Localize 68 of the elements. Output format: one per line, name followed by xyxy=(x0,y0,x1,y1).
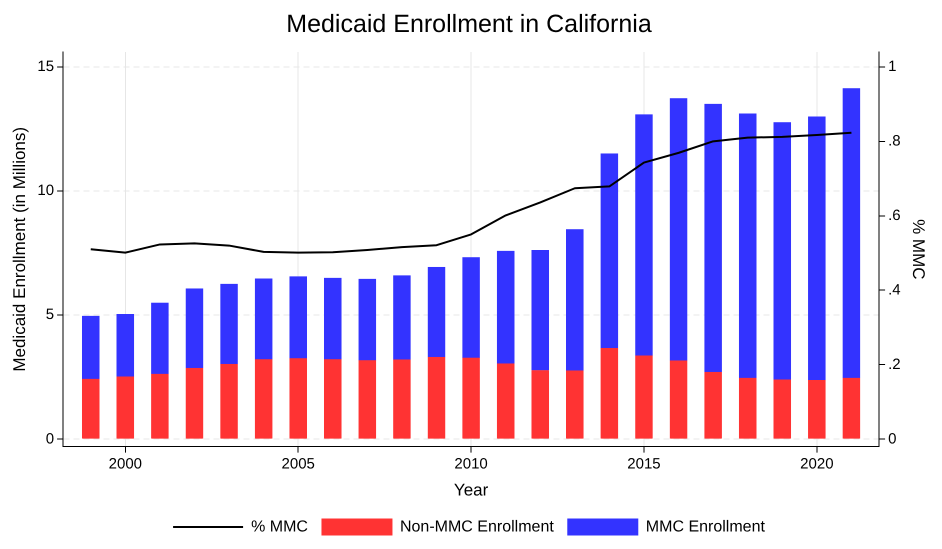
y2-tick-label: .8 xyxy=(888,132,901,150)
chart-title: Medicaid Enrollment in California xyxy=(286,10,652,38)
bar xyxy=(842,88,860,378)
bar xyxy=(116,314,134,377)
bar xyxy=(289,276,308,358)
bar xyxy=(738,378,757,439)
y-tick-label: 5 xyxy=(46,306,54,324)
y-tick-label: 10 xyxy=(37,182,54,200)
bar xyxy=(773,122,792,380)
bar xyxy=(670,98,688,361)
legend-label: % MMC xyxy=(251,518,308,536)
bar xyxy=(496,250,514,364)
bar xyxy=(531,370,550,439)
bar xyxy=(358,360,376,439)
x-tick-label: 2000 xyxy=(108,456,142,473)
y2-tick-label: .4 xyxy=(888,281,901,298)
bar xyxy=(738,113,757,378)
bar xyxy=(704,372,722,439)
y2-tick-label: 1 xyxy=(888,58,896,76)
bar xyxy=(151,374,169,439)
bar xyxy=(428,266,446,358)
bar xyxy=(393,359,411,439)
bar xyxy=(82,316,100,380)
y2-tick-label: .2 xyxy=(888,356,901,373)
bar xyxy=(566,229,584,371)
y-tick-label: 0 xyxy=(46,430,54,448)
x-tick-label: 2015 xyxy=(627,456,661,473)
bar xyxy=(600,348,618,439)
bar xyxy=(462,358,480,439)
bar xyxy=(428,356,446,439)
legend-label: MMC Enrollment xyxy=(646,518,766,536)
y2-axis-title: % MMC xyxy=(909,219,928,280)
bar xyxy=(773,380,792,439)
bar xyxy=(842,378,860,439)
bar xyxy=(151,302,169,374)
bar xyxy=(186,368,204,439)
bar xyxy=(358,278,376,360)
bar xyxy=(635,114,653,356)
bar xyxy=(531,250,550,370)
y-axis-title: Medicaid Enrollment (in Millions) xyxy=(10,126,29,372)
bar xyxy=(704,104,722,372)
bar xyxy=(635,355,653,439)
x-axis-title: Year xyxy=(454,480,489,500)
bar xyxy=(462,257,480,358)
bar xyxy=(566,370,584,439)
bar xyxy=(220,284,238,364)
bar xyxy=(82,378,100,439)
bar xyxy=(254,278,272,360)
bar xyxy=(289,358,308,439)
bar xyxy=(186,288,204,368)
y-tick-label: 15 xyxy=(37,58,54,76)
bar xyxy=(670,360,688,439)
bar xyxy=(324,278,342,360)
bar xyxy=(808,116,826,380)
x-tick-label: 2020 xyxy=(800,456,834,473)
bar xyxy=(393,275,411,360)
bar xyxy=(254,359,272,439)
bar xyxy=(324,359,342,439)
x-tick-label: 2010 xyxy=(454,456,488,473)
bar xyxy=(496,363,514,439)
y2-tick-label: .6 xyxy=(888,206,901,224)
bar xyxy=(220,364,238,439)
x-tick-label: 2005 xyxy=(282,456,315,473)
legend-label: Non-MMC Enrollment xyxy=(400,518,554,536)
y2-tick-label: 0 xyxy=(888,430,896,448)
bar xyxy=(600,153,618,348)
bar xyxy=(116,376,134,439)
bar xyxy=(808,380,826,439)
